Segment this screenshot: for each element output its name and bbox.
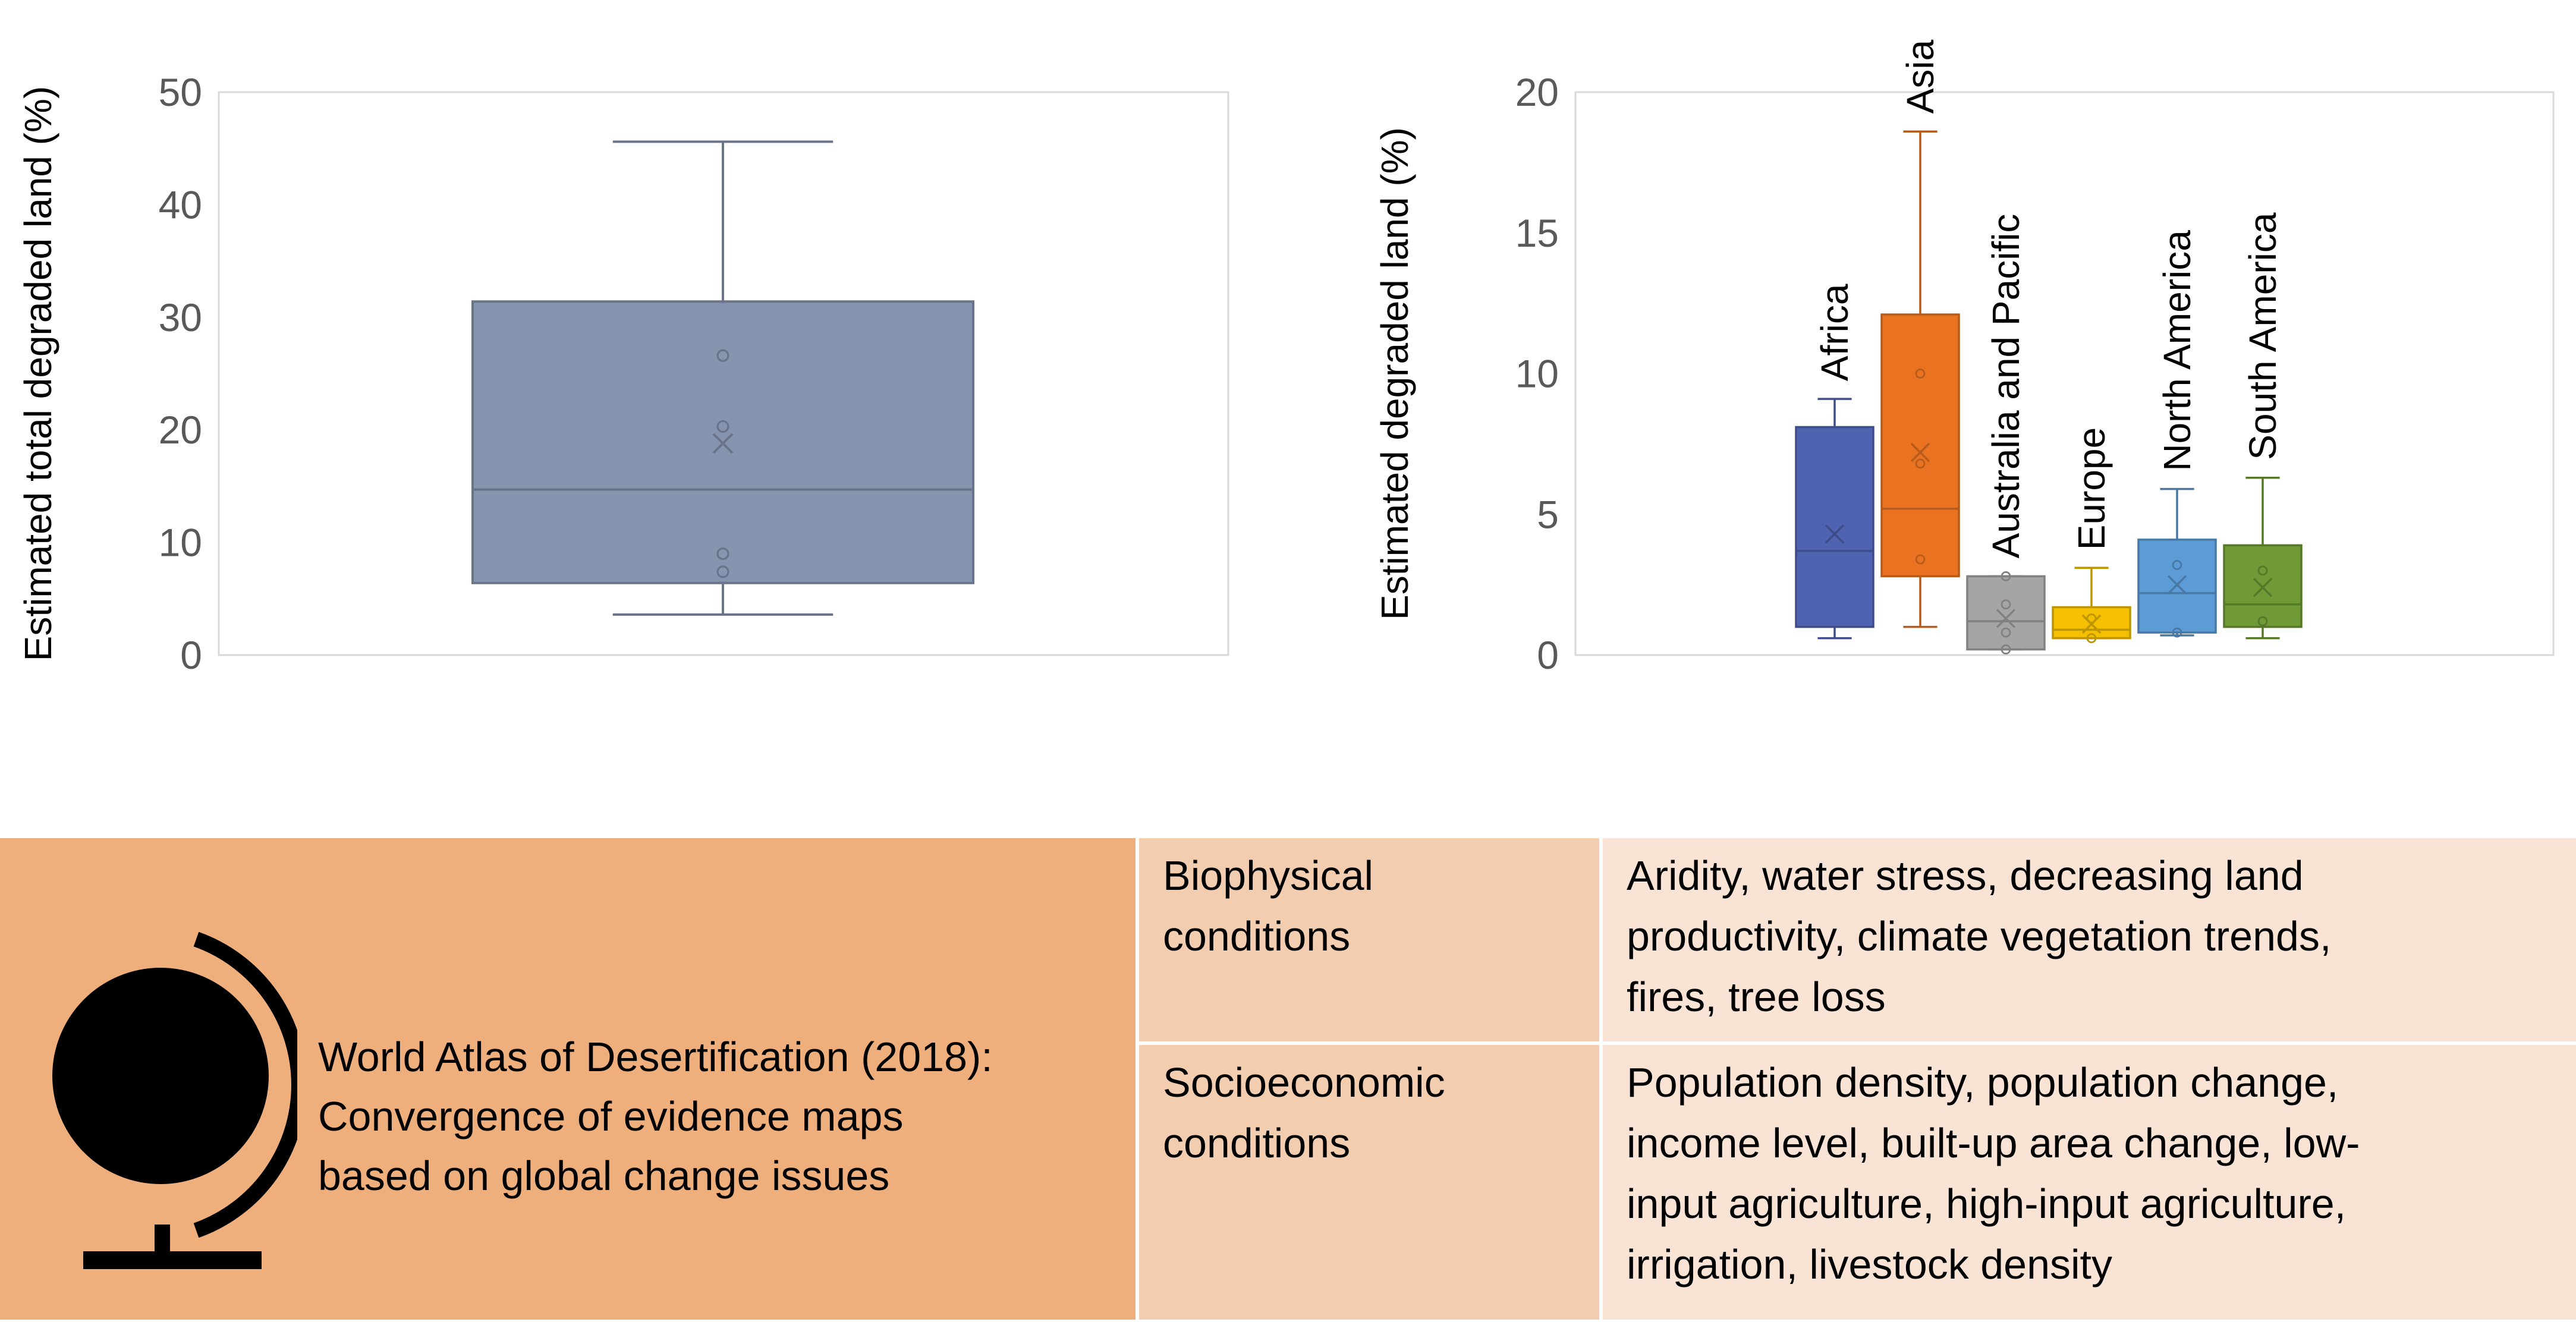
- mean-marker: [2253, 578, 2273, 597]
- box-body: [1966, 575, 2046, 651]
- mean-marker: [712, 433, 734, 454]
- y-tick-label: 20: [159, 408, 202, 452]
- y-axis-title: Estimated total degraded land (%): [17, 86, 59, 662]
- data-point: [2172, 627, 2182, 638]
- box-africa: Africa: [1795, 284, 1874, 640]
- box-total: [471, 140, 974, 616]
- chart-degraded-land-by-region: 0 5 10 15 20 Estimated degraded land (%) Afric…: [1373, 39, 2555, 677]
- y-tick-label: 10: [1515, 352, 1559, 396]
- category-label: Asia: [1899, 39, 1942, 114]
- mean-marker: [2081, 614, 2102, 634]
- plot-area: [1574, 91, 2555, 656]
- data-point: [716, 547, 729, 561]
- category-label: North America: [2156, 230, 2198, 471]
- data-point: [1915, 369, 1926, 379]
- y-tick-label: 0: [1537, 633, 1559, 677]
- data-point: [2001, 644, 2011, 654]
- y-tick-label: 20: [1515, 70, 1559, 114]
- mean-marker: [2167, 575, 2187, 594]
- atlas-info-panel: World Atlas of Desertification (2018): C…: [0, 838, 2576, 1320]
- box-body: [1880, 313, 1960, 578]
- y-axis-title: Estimated degraded land (%): [1373, 127, 1416, 620]
- mean-marker: [1996, 609, 2016, 628]
- data-point: [2086, 633, 2097, 643]
- description-biophysical: Aridity, water stress, decreasing land p…: [1603, 838, 2576, 1041]
- category-label: South America: [2241, 212, 2284, 460]
- globe-icon: [52, 931, 297, 1269]
- y-tick-label: 10: [159, 521, 202, 565]
- data-point: [1915, 554, 1926, 565]
- y-tick-label: 0: [180, 633, 202, 677]
- data-point: [2001, 571, 2011, 581]
- y-tick-label: 30: [159, 295, 202, 339]
- y-tick-label: 5: [1537, 492, 1559, 536]
- y-tick-label: 50: [159, 70, 202, 114]
- atlas-title-cell: World Atlas of Desertification (2018): C…: [0, 838, 1136, 1320]
- box-australia-and-pacific: Australia and Pacific: [1966, 214, 2046, 654]
- category-label: Europe: [2070, 427, 2113, 550]
- data-point: [2001, 599, 2011, 610]
- mean-marker: [1825, 524, 1845, 544]
- category-label: Africa: [1813, 284, 1856, 381]
- category-label: Australia and Pacific: [1984, 214, 2027, 559]
- plot-area: [218, 91, 1229, 656]
- description-socioeconomic: Population density, population change, i…: [1603, 1045, 2576, 1320]
- data-point: [716, 565, 729, 578]
- chart-total-degraded-land: 0 10 20 30 40 50 Estimated total degraded land…: [17, 70, 1229, 677]
- box-europe: Europe: [2052, 427, 2131, 643]
- mean-marker: [1910, 442, 1930, 462]
- data-point: [2257, 616, 2268, 627]
- category-socioeconomic: Socioeconomic conditions: [1139, 1045, 1599, 1320]
- data-point: [1915, 458, 1926, 469]
- box-north-america: North America: [2137, 230, 2217, 638]
- data-point: [716, 349, 729, 362]
- box-asia: Asia: [1880, 39, 1960, 628]
- y-tick-label: 15: [1515, 211, 1559, 255]
- data-point: [716, 420, 729, 433]
- data-point: [2172, 560, 2182, 570]
- data-point: [2257, 565, 2268, 576]
- atlas-title: World Atlas of Desertification (2018): C…: [318, 1034, 993, 1199]
- box-south-america: South America: [2223, 212, 2303, 640]
- data-point: [2001, 627, 2011, 638]
- y-tick-label: 40: [159, 182, 202, 226]
- box-body: [1795, 426, 1874, 628]
- category-biophysical: Biophysical conditions: [1139, 838, 1599, 1041]
